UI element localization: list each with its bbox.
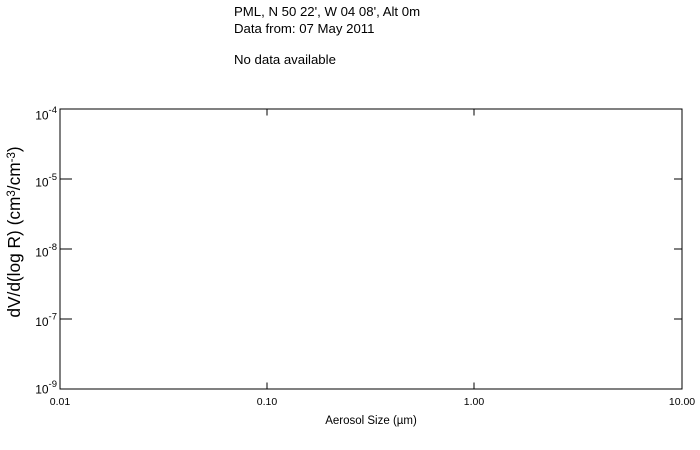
svg-text:10-4: 10-4: [35, 105, 57, 123]
svg-text:1.00: 1.00: [464, 396, 485, 408]
svg-text:0.01: 0.01: [50, 396, 71, 408]
svg-text:10-8: 10-8: [35, 242, 57, 260]
svg-text:Aerosol Size (µm): Aerosol Size (µm): [325, 415, 417, 427]
svg-text:dV/d(log R) (cm3/cm-3): dV/d(log R) (cm3/cm-3): [4, 146, 24, 317]
svg-text:10.00: 10.00: [669, 396, 695, 408]
svg-text:10-5: 10-5: [35, 172, 57, 190]
svg-text:10-9: 10-9: [35, 379, 57, 397]
svg-text:10-7: 10-7: [35, 312, 57, 330]
svg-text:0.10: 0.10: [257, 396, 278, 408]
